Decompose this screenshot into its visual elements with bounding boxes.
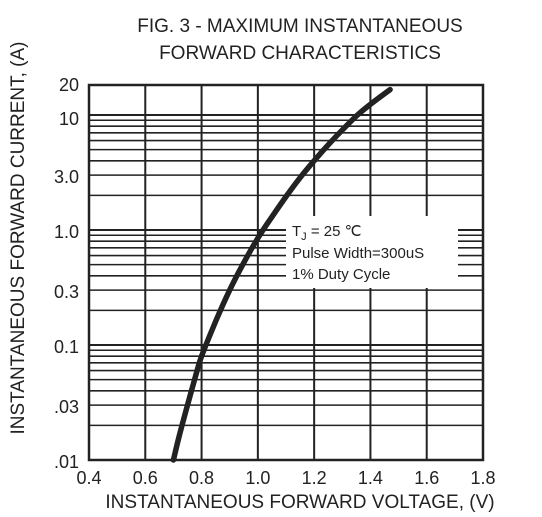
x-tick-label: 1.8 — [470, 468, 495, 488]
y-tick-label: 0.3 — [54, 282, 79, 302]
x-tick-label: 1.4 — [358, 468, 383, 488]
series-line — [170, 86, 393, 463]
x-tick-label: 1.2 — [302, 468, 327, 488]
chart-title-line-2: FORWARD CHARACTERISTICS — [159, 43, 441, 64]
y-tick-label: 3.0 — [54, 167, 79, 187]
annotation-background — [286, 216, 458, 288]
annotation-box: TJ = 25 ℃ Pulse Width=300uS 1% Duty Cycl… — [292, 223, 424, 283]
x-axis-label: INSTANTANEOUS FORWARD VOLTAGE, (V) — [105, 492, 494, 513]
y-tick-label: 0.1 — [54, 337, 79, 357]
x-tick-label: 0.4 — [76, 468, 101, 488]
annotation-t: T — [292, 223, 301, 240]
x-tick-label: 1.6 — [414, 468, 439, 488]
tick-labels: 0.4 0.6 0.8 1.0 1.2 1.4 1.6 1.8 .01 .03 0.1 0.3 1.0 3… — [54, 75, 496, 488]
annotation-pulse-width: Pulse Width=300uS — [292, 245, 424, 262]
annotation-duty-cycle: 1% Duty Cycle — [292, 266, 390, 283]
y-axis-label: INSTANTANEOUS FORWARD CURRENT, (A) — [8, 41, 29, 434]
x-tick-label: 0.8 — [189, 468, 214, 488]
x-tick-label: 1.0 — [245, 468, 270, 488]
y-tick-label: 10 — [59, 109, 79, 129]
x-tick-label: 0.6 — [133, 468, 158, 488]
annotation-temperature: TJ = 25 ℃ — [292, 223, 361, 243]
y-tick-label: 1.0 — [54, 222, 79, 242]
series-curve — [170, 86, 393, 463]
chart-title-line-1: FIG. 3 - MAXIMUM INSTANTANEOUS — [137, 16, 462, 37]
annotation-subscript: J — [301, 231, 307, 243]
plot-frame — [87, 83, 485, 462]
y-tick-label: 20 — [59, 75, 79, 95]
y-tick-label: .03 — [54, 397, 79, 417]
y-tick-label: .01 — [54, 452, 79, 472]
annotation-temp-value: = 25 ℃ — [307, 223, 362, 240]
